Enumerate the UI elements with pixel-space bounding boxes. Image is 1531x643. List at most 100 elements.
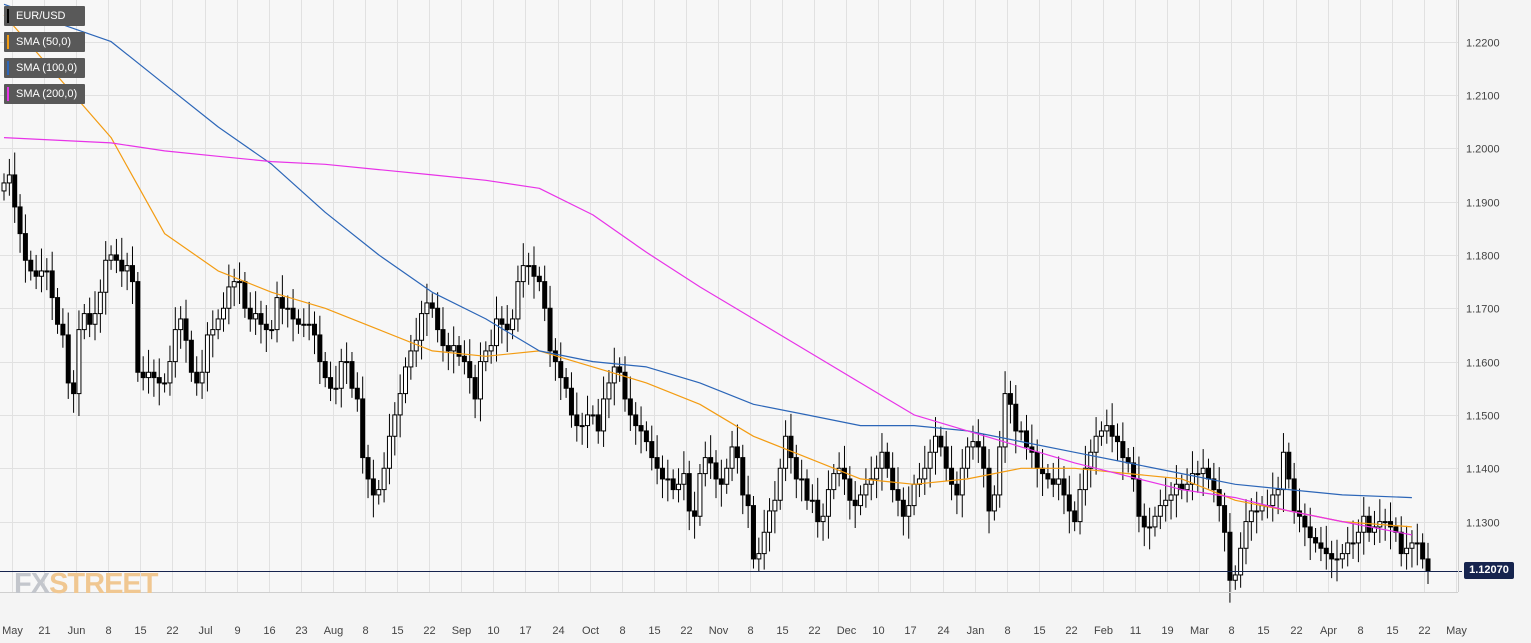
candle-body	[151, 371, 157, 379]
candle	[991, 485, 997, 521]
candle-body	[975, 441, 981, 448]
candle	[1013, 385, 1019, 454]
candle-body	[622, 371, 628, 400]
candle	[1120, 422, 1126, 480]
candle	[322, 352, 328, 388]
candle	[129, 246, 135, 304]
candle	[890, 452, 896, 503]
candle-body	[1093, 435, 1099, 453]
candle	[392, 402, 398, 456]
x-tick-label: Jul	[198, 625, 212, 637]
candle	[1072, 501, 1078, 532]
candle	[633, 402, 639, 445]
candle-body	[906, 505, 912, 517]
candle-body	[129, 265, 135, 283]
candle-body	[1184, 483, 1190, 491]
candle	[638, 406, 644, 454]
candle-body	[852, 499, 858, 507]
candle-body	[954, 483, 960, 496]
candle	[708, 435, 714, 479]
candle	[542, 265, 548, 322]
candle-body	[863, 483, 869, 496]
candle	[815, 477, 821, 538]
candle-body	[692, 510, 698, 517]
candle	[1313, 528, 1319, 553]
candle-body	[750, 505, 756, 560]
candle-body	[183, 318, 189, 341]
candle-body	[1072, 510, 1078, 523]
candle-body	[1136, 478, 1142, 517]
candle	[1023, 414, 1029, 460]
candle	[156, 358, 162, 406]
candle	[1200, 449, 1206, 496]
candle-body	[1425, 558, 1431, 572]
x-tick-label: 15	[776, 625, 788, 637]
candle	[745, 475, 751, 528]
candle-body	[87, 313, 93, 325]
candle-body	[317, 334, 323, 363]
plot-area	[0, 0, 1458, 592]
candle-body	[188, 339, 194, 373]
x-tick-label: Jun	[68, 625, 86, 637]
candle-body	[1361, 515, 1367, 533]
candle	[1173, 465, 1179, 518]
candle-body	[1115, 435, 1121, 443]
candle	[183, 299, 189, 363]
candle	[1082, 445, 1088, 506]
legend-label: EUR/USD	[16, 10, 66, 22]
candle	[215, 309, 221, 340]
x-tick-label: 15	[134, 625, 146, 637]
current-price-tag: 1.12070	[1464, 562, 1514, 579]
candle-body	[1056, 478, 1062, 485]
candle-body	[568, 387, 574, 416]
candle-body	[1168, 494, 1174, 501]
candle-body	[740, 457, 746, 496]
candle	[1157, 489, 1163, 530]
candle-body	[220, 307, 226, 320]
candle-body	[1334, 558, 1340, 561]
candle	[1238, 532, 1244, 588]
candle	[49, 251, 55, 320]
candle	[536, 266, 542, 292]
candle-body	[1371, 526, 1377, 533]
candle	[750, 496, 756, 569]
candle	[520, 243, 526, 298]
candle	[1291, 462, 1297, 524]
x-tick-label: Oct	[582, 625, 599, 637]
candle-body	[408, 350, 414, 368]
candle-body	[311, 323, 317, 336]
candle-body	[1243, 521, 1249, 549]
logo-part-street: STREET	[49, 568, 158, 600]
candle-body	[986, 467, 992, 512]
candle	[670, 469, 676, 500]
candle-body	[574, 414, 580, 427]
legend-label: SMA (50,0)	[16, 36, 72, 48]
candle	[1270, 472, 1276, 522]
candle-body	[579, 425, 585, 428]
candle	[274, 281, 280, 343]
candle-body	[376, 489, 382, 496]
sma-50-line	[3, 14, 1412, 528]
candle-body	[520, 265, 526, 283]
candle	[1131, 446, 1137, 492]
candle	[686, 460, 692, 531]
candle-body	[1238, 547, 1244, 576]
candle	[167, 345, 173, 396]
candle-body	[911, 483, 917, 507]
x-tick-label: 15	[648, 625, 660, 637]
candle-body	[831, 473, 837, 491]
candle-body	[777, 467, 783, 501]
candle	[397, 374, 403, 438]
candle	[386, 413, 392, 485]
candle	[253, 291, 259, 335]
candle-body	[135, 281, 141, 373]
x-tick-label: 24	[552, 625, 564, 637]
x-tick-label: 15	[1257, 625, 1269, 637]
candle-body	[199, 371, 205, 384]
candle-body	[686, 473, 692, 512]
candle	[92, 291, 98, 341]
candle-body	[440, 329, 446, 347]
candle-body	[204, 334, 210, 373]
candle-body	[868, 478, 874, 485]
candle-body	[547, 307, 553, 352]
